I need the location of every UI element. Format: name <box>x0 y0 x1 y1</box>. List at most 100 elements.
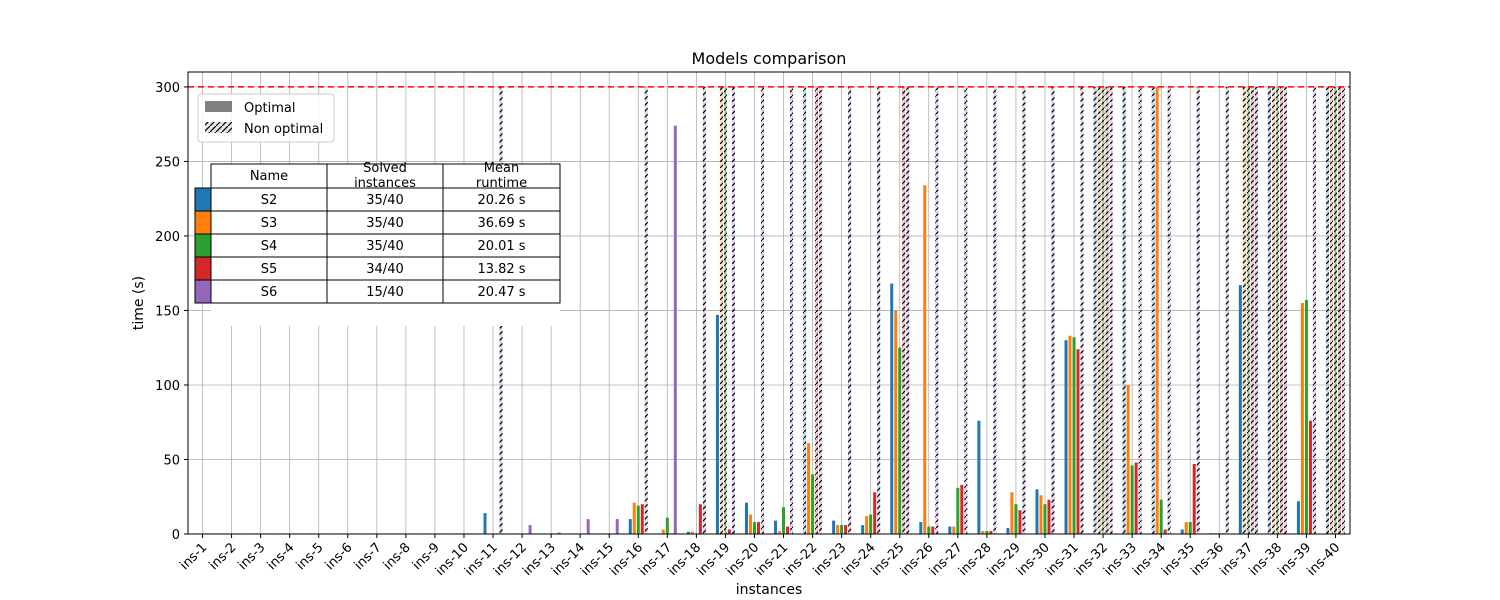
bar-hatch-S5-ins-37 <box>1250 86 1254 534</box>
bar-S5-ins-21 <box>786 526 790 534</box>
bar-hatch-S6-ins-32 <box>1109 86 1113 534</box>
bar-S3-ins-39 <box>1300 303 1304 534</box>
x-tick-label: ins-8 <box>381 540 414 573</box>
table-cell-text: 20.01 s <box>477 239 525 254</box>
bar-S4-ins-22 <box>811 474 815 534</box>
table-cell-text: S3 <box>261 216 278 231</box>
bar-hatch-S5-ins-25 <box>902 86 906 534</box>
bar-S3-ins-31 <box>1068 335 1072 534</box>
bar-S5-ins-31 <box>1076 349 1080 534</box>
bar-S3-ins-24 <box>865 516 869 534</box>
plot-frame <box>187 71 1351 535</box>
bar-hatch-S6-ins-35 <box>1196 86 1200 534</box>
bar-S5-ins-29 <box>1018 510 1022 534</box>
bar-S6-ins-12 <box>528 525 532 534</box>
bar-hatch-S6-ins-16 <box>644 86 648 534</box>
bar-S4-ins-25 <box>898 347 902 534</box>
y-tick-label: 250 <box>155 155 180 170</box>
table-cell-text: 35/40 <box>366 239 403 254</box>
bar-hatch-S2-ins-22 <box>803 86 807 534</box>
bar-hatch-S6-ins-30 <box>1051 86 1055 534</box>
bar-S5-ins-35 <box>1192 463 1196 534</box>
bar-S5-ins-34 <box>1163 529 1167 534</box>
bar-S2-ins-29 <box>1006 528 1010 534</box>
bar-hatch-S6-ins-21 <box>790 86 794 534</box>
bar-S2-ins-37 <box>1238 285 1242 534</box>
x-tick-label: ins-1 <box>177 540 210 573</box>
bar-S5-ins-33 <box>1134 462 1138 534</box>
bar-hatch-S2-ins-34 <box>1151 86 1155 534</box>
bar-S4-ins-30 <box>1043 504 1047 534</box>
y-axis-label: time (s) <box>131 276 147 330</box>
y-tick-label: 300 <box>155 81 180 96</box>
y-tick-label: 200 <box>155 230 180 245</box>
bar-hatch-S6-ins-19 <box>731 86 735 534</box>
bar-S2-ins-30 <box>1035 489 1039 534</box>
bar-S2-ins-11 <box>483 513 487 534</box>
bar-S4-ins-21 <box>782 507 786 534</box>
table-cell-text: 36.69 s <box>477 216 525 231</box>
bar-S5-ins-27 <box>960 484 964 534</box>
table-header-text: Mean <box>484 161 519 176</box>
bar-S3-ins-21 <box>778 531 782 534</box>
bar-hatch-S6-ins-33 <box>1138 86 1142 534</box>
bar-hatch-S6-ins-22 <box>819 86 823 534</box>
y-tick-label: 50 <box>163 453 180 468</box>
table-cell-text: 35/40 <box>366 216 403 231</box>
bar-S5-ins-24 <box>873 492 877 534</box>
bar-S2-ins-35 <box>1180 529 1184 534</box>
bars-group <box>193 86 1345 534</box>
bar-S2-ins-19 <box>715 314 719 534</box>
x-tick-label: ins-2 <box>206 540 239 573</box>
table-cell <box>442 279 561 304</box>
bar-S5-ins-23 <box>844 525 848 534</box>
bar-S3-ins-30 <box>1039 495 1043 534</box>
bar-S2-ins-24 <box>861 525 865 534</box>
table-cell-text: 20.47 s <box>477 285 525 300</box>
bar-S3-ins-17 <box>661 529 665 534</box>
x-axis-ticks: ins-1ins-2ins-3ins-4ins-5ins-6ins-7ins-8… <box>177 534 1343 579</box>
table-header-text: Name <box>250 169 288 184</box>
bar-S2-ins-27 <box>948 526 952 534</box>
table-color-swatch-S5 <box>194 256 212 281</box>
bar-hatch-S5-ins-22 <box>815 86 819 534</box>
x-tick-label: ins-40 <box>1305 540 1344 579</box>
bar-S2-ins-16 <box>628 519 632 534</box>
bar-hatch-S5-ins-40 <box>1337 86 1341 534</box>
x-tick-label: ins-6 <box>323 540 356 573</box>
bar-hatch-S3-ins-38 <box>1271 86 1275 534</box>
bar-S6-ins-17 <box>673 125 677 534</box>
bar-hatch-S6-ins-24 <box>877 86 881 534</box>
bar-hatch-S6-ins-26 <box>935 86 939 534</box>
table-header-text: Solved <box>363 161 407 176</box>
bar-hatch-S6-ins-34 <box>1167 86 1171 534</box>
bar-hatch-S2-ins-32 <box>1093 86 1097 534</box>
table-cell-text: 35/40 <box>366 193 403 208</box>
bar-S2-ins-26 <box>919 522 923 534</box>
bar-S2-ins-21 <box>774 520 778 534</box>
bar-S5-ins-30 <box>1047 499 1051 534</box>
bar-hatch-S4-ins-32 <box>1101 86 1105 534</box>
bar-hatch-S4-ins-40 <box>1333 86 1337 534</box>
x-tick-label: ins-7 <box>352 540 385 573</box>
bar-S3-ins-16 <box>632 502 636 534</box>
table-cell-text: 34/40 <box>366 262 403 277</box>
bar-hatch-S6-ins-37 <box>1254 86 1258 534</box>
bar-S2-ins-20 <box>744 502 748 534</box>
bar-hatch-S3-ins-32 <box>1097 86 1101 534</box>
table-cell-text: S4 <box>261 239 278 254</box>
x-axis-label: instances <box>736 582 803 598</box>
bar-S3-ins-33 <box>1126 384 1130 534</box>
bar-hatch-S6-ins-29 <box>1022 86 1026 534</box>
table-color-swatch-S2 <box>194 187 212 212</box>
bar-S4-ins-26 <box>927 526 931 534</box>
table-cell-text: S6 <box>261 285 278 300</box>
bar-S4-ins-23 <box>840 525 844 534</box>
bar-S3-ins-25 <box>894 310 898 534</box>
bar-hatch-S2-ins-38 <box>1267 86 1271 534</box>
bar-S2-ins-31 <box>1064 340 1068 534</box>
x-tick-label: ins-4 <box>265 540 298 573</box>
bar-S5-ins-20 <box>756 522 760 534</box>
